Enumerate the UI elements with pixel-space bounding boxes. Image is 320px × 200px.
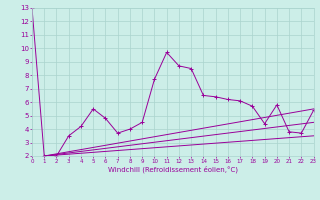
X-axis label: Windchill (Refroidissement éolien,°C): Windchill (Refroidissement éolien,°C) [108, 165, 238, 173]
